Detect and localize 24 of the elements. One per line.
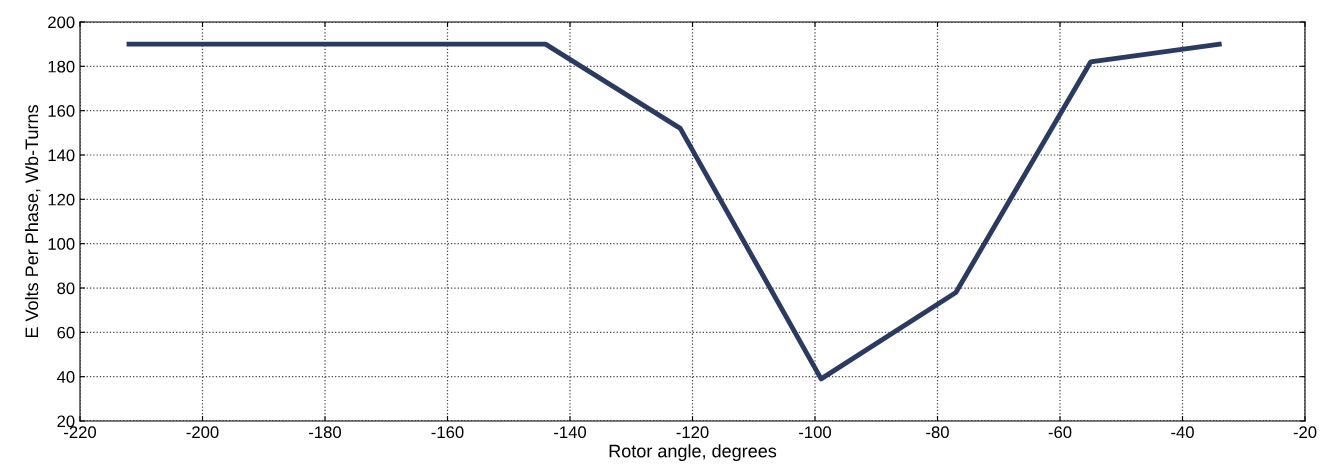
y-tick-label: 120	[48, 193, 75, 206]
y-tick-label: 40	[56, 371, 75, 383]
x-tick-label: -40	[1171, 426, 1194, 439]
x-tick-label: -120	[676, 426, 709, 439]
y-tick-label: 200	[48, 16, 75, 29]
y-tick-label: 60	[57, 326, 75, 339]
y-tick-label: 180	[48, 60, 75, 73]
y-tick-label: 100	[48, 238, 75, 250]
x-tick-label: -20	[1293, 426, 1317, 439]
y-axis-title: E Volts Per Phase, Wb-Turns	[24, 105, 41, 338]
x-tick-label: -60	[1048, 426, 1072, 439]
x-tick-label: -200	[186, 426, 219, 439]
y-tick-label: 160	[48, 105, 75, 117]
y-tick-label: 20	[57, 415, 75, 428]
line-series	[126, 41, 1222, 382]
x-tick-label: -160	[431, 426, 464, 439]
x-tick-label: -140	[554, 426, 587, 439]
y-tick-label: 140	[48, 149, 75, 162]
x-tick-label: -100	[799, 426, 832, 439]
x-axis-title: Rotor angle, degrees	[609, 444, 777, 462]
x-tick-label: -180	[309, 426, 342, 439]
x-tick-label: -220	[64, 426, 97, 439]
y-tick-label: 80	[57, 282, 75, 295]
x-tick-label: -80	[926, 426, 949, 439]
